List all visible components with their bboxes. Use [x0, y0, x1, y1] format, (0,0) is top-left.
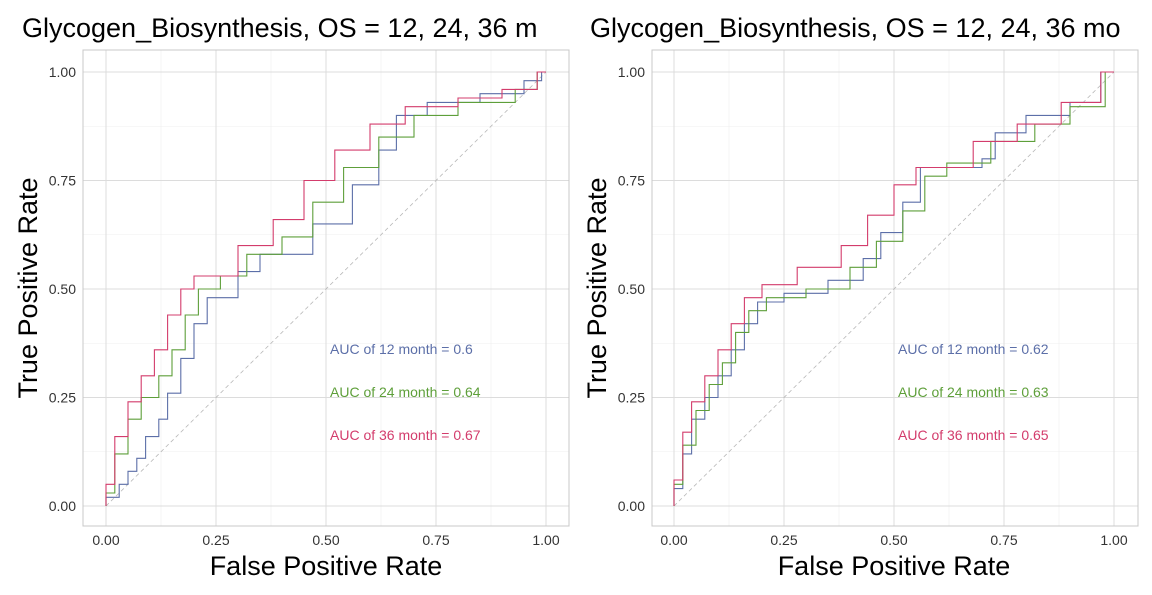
auc-label-12-month: AUC of 12 month = 0.6 [330, 341, 473, 357]
y-tick-label: 0.25 [49, 390, 76, 406]
auc-label-36-month: AUC of 36 month = 0.67 [330, 427, 481, 443]
y-tick-label: 0.75 [618, 173, 645, 189]
auc-label-36-month: AUC of 36 month = 0.65 [898, 427, 1049, 443]
x-tick-label: 1.00 [532, 532, 559, 548]
y-axis-title: True Positive Rate [582, 177, 612, 398]
x-tick-label: 0.00 [92, 532, 119, 548]
roc-curve-24-month [105, 71, 546, 506]
auc-label-24-month: AUC of 24 month = 0.64 [330, 384, 481, 400]
plot-panel-border [651, 49, 1139, 527]
auc-label-12-month: AUC of 12 month = 0.62 [898, 341, 1049, 357]
y-tick-label: 0.50 [49, 281, 76, 297]
plot-panel-border [82, 49, 570, 527]
x-tick-label: 0.75 [990, 532, 1017, 548]
x-tick-label: 0.50 [880, 532, 907, 548]
y-tick-label: 0.50 [618, 281, 645, 297]
x-tick-label: 1.00 [1100, 532, 1127, 548]
roc-curve-36-month [105, 71, 546, 506]
y-tick-label: 1.00 [618, 64, 645, 80]
y-tick-label: 0.00 [618, 498, 645, 514]
y-tick-label: 0.00 [49, 498, 76, 514]
chart-title: Glycogen_Biosynthesis, OS = 12, 24, 36 m… [590, 13, 1121, 43]
x-tick-label: 0.25 [202, 532, 229, 548]
x-tick-label: 0.50 [312, 532, 339, 548]
auc-label-24-month: AUC of 24 month = 0.63 [898, 384, 1049, 400]
y-tick-label: 1.00 [49, 64, 76, 80]
roc-panel-right: Glycogen_Biosynthesis, OS = 12, 24, 36 m… [582, 13, 1139, 581]
roc-curve-24-month [673, 71, 1114, 506]
y-axis-title: True Positive Rate [13, 177, 43, 398]
x-axis-title: False Positive Rate [778, 551, 1011, 581]
chart-title: Glycogen_Biosynthesis, OS = 12, 24, 36 m [22, 13, 538, 43]
x-tick-label: 0.75 [422, 532, 449, 548]
y-tick-label: 0.25 [618, 390, 645, 406]
roc-panel-left: Glycogen_Biosynthesis, OS = 12, 24, 36 m… [13, 13, 570, 581]
roc-curve-36-month [673, 71, 1114, 506]
reference-diagonal [673, 71, 1115, 507]
x-axis-title: False Positive Rate [210, 551, 443, 581]
roc-curve-12-month [673, 71, 1114, 506]
reference-diagonal [105, 71, 547, 507]
x-tick-label: 0.25 [770, 532, 797, 548]
x-tick-label: 0.00 [660, 532, 687, 548]
y-tick-label: 0.75 [49, 173, 76, 189]
roc-curve-12-month [105, 71, 546, 506]
